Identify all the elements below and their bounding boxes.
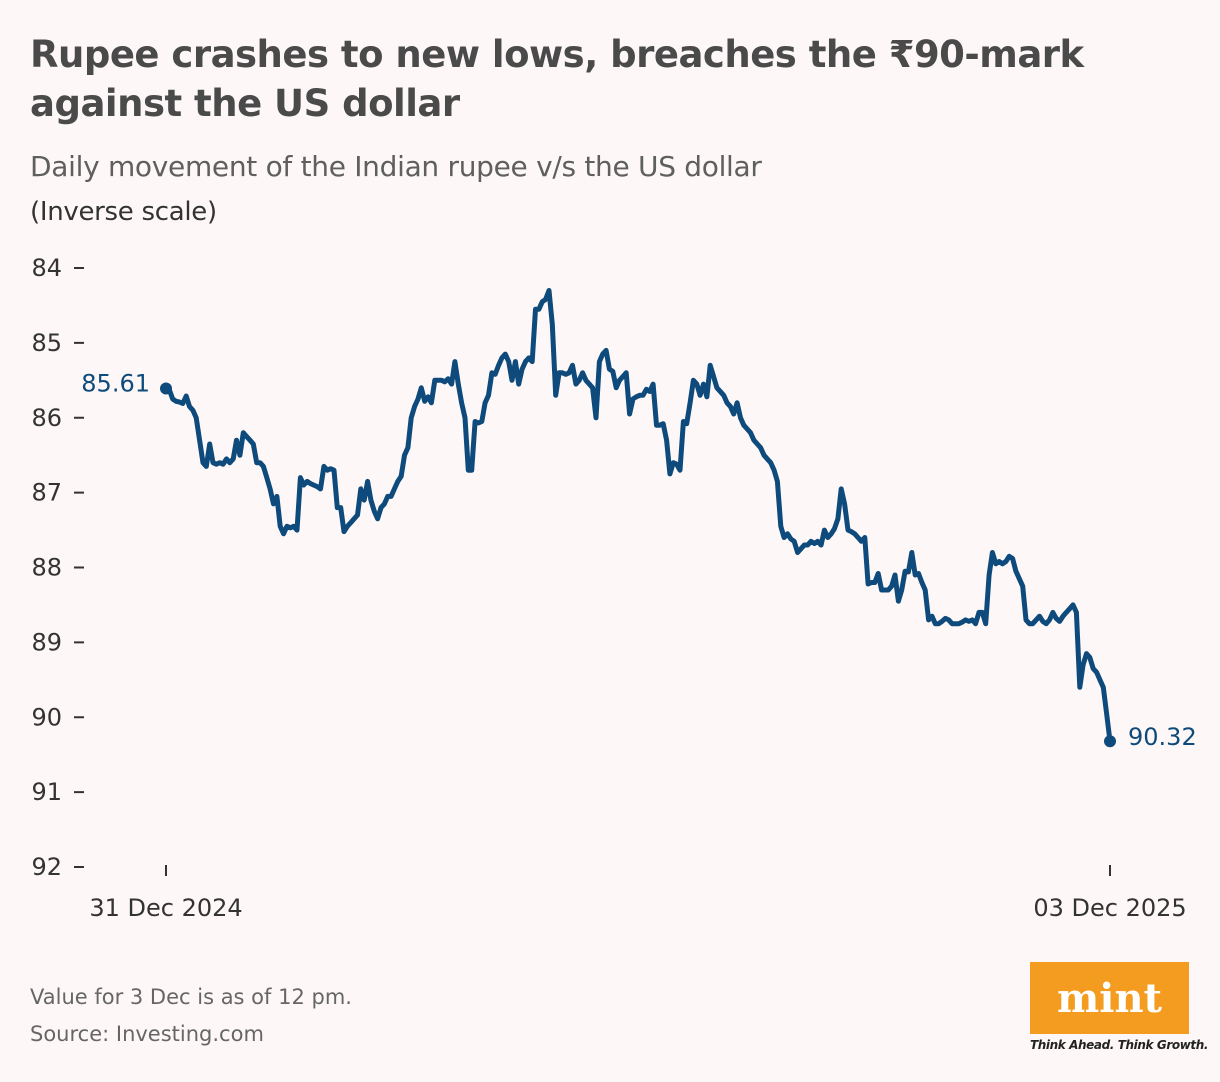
series-line bbox=[163, 288, 1113, 744]
end-value-label: 90.32 bbox=[1128, 723, 1197, 751]
start-point bbox=[160, 382, 172, 395]
chart-subtitle: Daily movement of the Indian rupee v/s t… bbox=[30, 150, 762, 183]
y-tick-label: 86 bbox=[31, 404, 62, 432]
y-axis: 84 85 86 87 88 89 90 91 92 bbox=[31, 254, 84, 881]
y-tick-label: 85 bbox=[31, 329, 62, 357]
chart-title: Rupee crashes to new lows, breaches the … bbox=[30, 33, 1084, 125]
y-tick-label: 87 bbox=[31, 479, 62, 507]
source-note: Source: Investing.com bbox=[30, 1022, 264, 1046]
footnote: Value for 3 Dec is as of 12 pm. bbox=[30, 985, 352, 1009]
y-tick-label: 92 bbox=[31, 853, 62, 881]
y-tick-label: 88 bbox=[31, 554, 62, 582]
x-tick-label: 31 Dec 2024 bbox=[89, 894, 242, 922]
logo-tagline: Think Ahead. Think Growth. bbox=[1030, 1038, 1209, 1052]
y-tick-label: 90 bbox=[31, 703, 62, 731]
mint-logo: mint bbox=[1030, 962, 1189, 1034]
logo-text: mint bbox=[1056, 974, 1163, 1022]
scale-note: (Inverse scale) bbox=[30, 197, 217, 227]
x-axis: 31 Dec 2024 03 Dec 2025 bbox=[89, 865, 1187, 922]
start-value-label: 85.61 bbox=[81, 370, 150, 398]
y-tick-label: 91 bbox=[31, 778, 62, 806]
y-tick-label: 89 bbox=[31, 628, 62, 656]
y-tick-label: 84 bbox=[31, 254, 62, 282]
x-tick-label: 03 Dec 2025 bbox=[1033, 894, 1186, 922]
end-point bbox=[1104, 735, 1116, 748]
